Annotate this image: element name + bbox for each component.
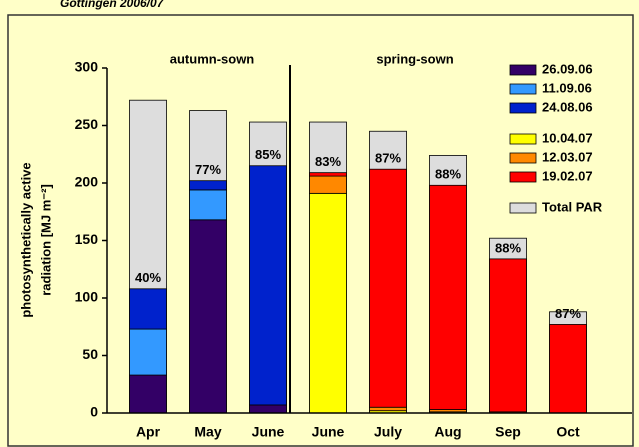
y-tick-label: 250 [75, 116, 99, 132]
share-label: 87% [375, 151, 401, 166]
share-label: 77% [195, 162, 221, 177]
legend-swatch [509, 202, 537, 214]
legend-swatch [509, 102, 537, 114]
share-label: 88% [435, 167, 461, 182]
x-tick-label: July [374, 424, 402, 440]
bar-segment [249, 165, 287, 406]
bar-segment [249, 404, 287, 414]
bar-segment [189, 180, 227, 191]
legend-swatch [509, 133, 537, 145]
share-label: 87% [555, 306, 581, 321]
bar-segment [189, 219, 227, 414]
legend-label: 24.08.06 [542, 99, 593, 114]
bar-segment [369, 168, 407, 408]
x-tick-label: Oct [556, 424, 580, 440]
y-tick-label: 0 [90, 404, 98, 420]
y-axis-label: radiation [MJ m⁻²] [38, 184, 53, 296]
y-tick-label: 200 [75, 174, 99, 190]
y-axis-label: photosynthetically active [18, 162, 33, 317]
bar-segment [309, 192, 347, 414]
legend-label: 10.04.07 [542, 130, 593, 145]
bar-segment [309, 172, 347, 177]
bar-segment [129, 328, 167, 376]
share-label: 40% [135, 270, 161, 285]
bar-segment [129, 288, 167, 330]
share-label: 83% [315, 154, 341, 169]
share-label: 85% [255, 147, 281, 162]
legend-swatch [509, 64, 537, 76]
x-tick-label: June [312, 424, 345, 440]
x-tick-label: Aug [434, 424, 461, 440]
x-tick-label: Sep [495, 424, 521, 440]
x-tick-label: June [252, 424, 285, 440]
y-tick-label: 100 [75, 289, 99, 305]
x-tick-label: Apr [136, 424, 161, 440]
legend-label: Total PAR [542, 199, 603, 214]
legend-swatch [509, 171, 537, 183]
legend-swatch [509, 152, 537, 164]
share-label: 88% [495, 240, 521, 255]
legend-swatch [509, 83, 537, 95]
bar-segment [429, 184, 467, 410]
legend-label: 11.09.06 [542, 80, 592, 95]
bar-segment [189, 189, 227, 221]
legend-label: 19.02.07 [542, 168, 593, 183]
bar-segment [309, 175, 347, 194]
bar-segment [129, 374, 167, 414]
y-tick-label: 300 [75, 59, 99, 75]
y-tick-label: 150 [75, 231, 99, 247]
y-tick-label: 50 [82, 346, 98, 362]
bar-segment [489, 258, 527, 413]
group-label: autumn-sown [170, 51, 255, 66]
chart-title: Göttingen 2006/07 [60, 0, 165, 10]
bar-segment [369, 406, 407, 412]
group-label: spring-sown [376, 51, 453, 66]
x-tick-label: May [194, 424, 221, 440]
legend-label: 12.03.07 [542, 149, 593, 164]
legend-label: 26.09.06 [542, 61, 593, 76]
bar-segment [549, 324, 587, 414]
